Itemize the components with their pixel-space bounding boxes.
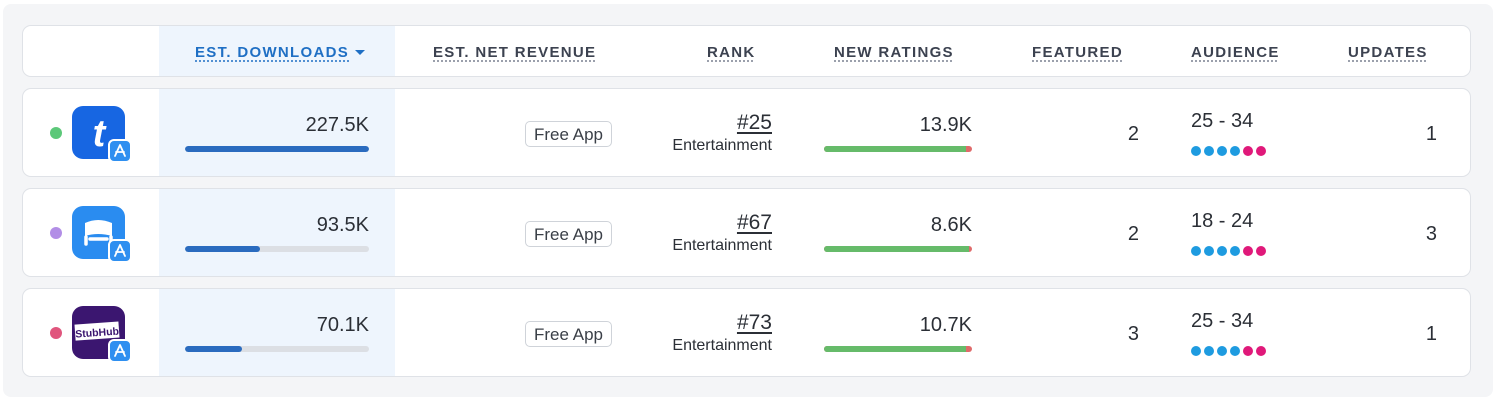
- ratings-bar: [824, 346, 972, 352]
- audience-dot: [1217, 346, 1227, 356]
- table-header: EST. DOWNLOADS EST. NET REVENUE RANK NEW…: [22, 25, 1471, 77]
- column-header-est-net-revenue[interactable]: EST. NET REVENUE: [433, 44, 597, 61]
- new-ratings-value: 10.7K: [919, 314, 972, 336]
- audience-dots: [1191, 343, 1269, 356]
- audience-dot: [1243, 246, 1253, 256]
- rank-link[interactable]: #73: [736, 311, 772, 334]
- status-dot: [50, 327, 62, 339]
- audience-age: 25 - 34: [1191, 110, 1254, 132]
- sorted-column-highlight: [159, 289, 395, 376]
- column-header-audience[interactable]: AUDIENCE: [1191, 44, 1280, 61]
- audience-dot: [1204, 246, 1214, 256]
- status-dot: [50, 127, 62, 139]
- column-header-new-ratings[interactable]: NEW RATINGS: [834, 44, 954, 61]
- app-store-icon: [108, 339, 132, 363]
- sorted-column-highlight: [159, 189, 395, 276]
- audience-dot: [1191, 246, 1201, 256]
- audience-dot: [1230, 246, 1240, 256]
- column-header-featured[interactable]: FEATURED: [1032, 44, 1123, 61]
- sort-desc-icon: [355, 50, 366, 55]
- featured-count: 2: [1127, 123, 1139, 145]
- downloads-bar-fill: [185, 346, 243, 352]
- rank-category: Entertainment: [672, 237, 772, 254]
- column-header-updates[interactable]: UPDATES: [1348, 44, 1428, 61]
- downloads-value: 93.5K: [316, 214, 369, 236]
- audience-dots: [1191, 243, 1269, 256]
- audience-dot: [1217, 246, 1227, 256]
- audience-dot: [1243, 146, 1253, 156]
- audience-dot: [1230, 346, 1240, 356]
- audience-dot: [1256, 346, 1266, 356]
- revenue-badge: Free App: [525, 321, 612, 347]
- revenue-badge: Free App: [525, 121, 612, 147]
- audience-dot: [1191, 346, 1201, 356]
- updates-count: 1: [1425, 323, 1437, 345]
- svg-text:StubHub: StubHub: [75, 326, 119, 341]
- new-ratings-value: 8.6K: [930, 214, 972, 236]
- audience-dot: [1191, 146, 1201, 156]
- column-header-rank[interactable]: RANK: [707, 44, 756, 61]
- audience-dots: [1191, 143, 1269, 156]
- downloads-value: 227.5K: [305, 114, 369, 136]
- svg-text:t: t: [93, 113, 107, 155]
- audience-age: 18 - 24: [1191, 210, 1254, 232]
- ratings-bar-positive: [824, 246, 970, 252]
- audience-dot: [1230, 146, 1240, 156]
- featured-count: 3: [1127, 323, 1139, 345]
- rank-link[interactable]: #25: [736, 111, 772, 134]
- downloads-bar: [185, 246, 369, 252]
- updates-count: 3: [1425, 223, 1437, 245]
- audience-dot: [1204, 346, 1214, 356]
- rank-category: Entertainment: [672, 137, 772, 154]
- downloads-bar: [185, 346, 369, 352]
- sorted-column-highlight: [159, 89, 395, 176]
- table-row[interactable]: t 227.5K Free App #25 Entertainment 13.9…: [22, 88, 1471, 177]
- ratings-bar-positive: [824, 346, 967, 352]
- featured-count: 2: [1127, 223, 1139, 245]
- audience-dot: [1256, 146, 1266, 156]
- ratings-bar: [824, 146, 972, 152]
- audience-dot: [1204, 146, 1214, 156]
- ratings-bar: [824, 246, 972, 252]
- new-ratings-value: 13.9K: [919, 114, 972, 136]
- revenue-badge: Free App: [525, 221, 612, 247]
- audience-dot: [1243, 346, 1253, 356]
- status-dot: [50, 227, 62, 239]
- downloads-bar: [185, 146, 369, 152]
- audience-dot: [1217, 146, 1227, 156]
- column-header-est-downloads[interactable]: EST. DOWNLOADS: [195, 44, 366, 61]
- downloads-bar-fill: [185, 146, 369, 152]
- app-store-icon: [108, 139, 132, 163]
- downloads-value: 70.1K: [316, 314, 369, 336]
- downloads-bar-fill: [185, 246, 261, 252]
- audience-age: 25 - 34: [1191, 310, 1254, 332]
- rank-link[interactable]: #67: [736, 211, 772, 234]
- audience-dot: [1256, 246, 1266, 256]
- ratings-bar-positive: [824, 146, 967, 152]
- table-row[interactable]: StubHub 70.1K Free App #73 Entertainment…: [22, 288, 1471, 377]
- app-store-icon: [108, 239, 132, 263]
- table-row[interactable]: 93.5K Free App #67 Entertainment 8.6K 2 …: [22, 188, 1471, 277]
- updates-count: 1: [1425, 123, 1437, 145]
- rank-category: Entertainment: [672, 337, 772, 354]
